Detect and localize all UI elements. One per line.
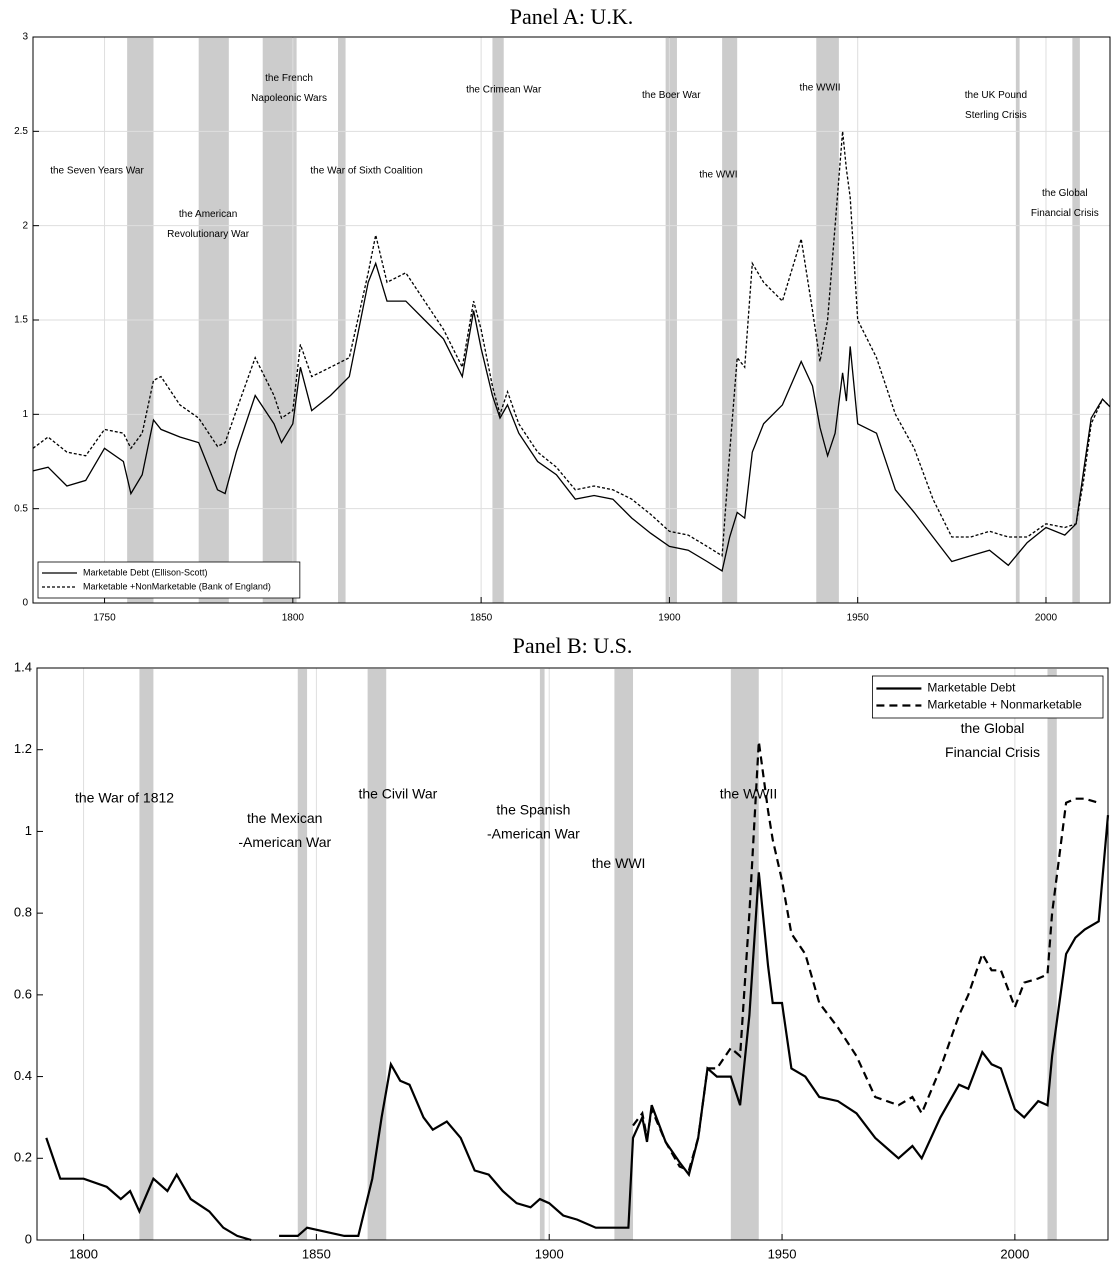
war-period [139, 669, 154, 1240]
x-tick-label: 1850 [470, 613, 493, 624]
plot-frame [32, 36, 1111, 604]
annotation: the American [179, 209, 237, 220]
annotation: -American War [238, 834, 331, 850]
annotation: -American War [487, 826, 580, 842]
y-tick-label: 0 [25, 1231, 32, 1246]
x-tick-label: 2000 [1000, 1246, 1029, 1261]
y-tick-label: 1.2 [14, 741, 32, 756]
x-tick-label: 1950 [768, 1246, 797, 1261]
plot-frame [36, 667, 1109, 1241]
y-tick-label: 3 [22, 32, 28, 43]
annotation: Sterling Crisis [965, 110, 1027, 121]
legend-box [872, 675, 1104, 719]
x-tick-label: 1850 [302, 1246, 331, 1261]
annotation: Revolutionary War [167, 229, 250, 240]
x-tick-label: 1800 [282, 613, 305, 624]
y-tick-label: 1 [22, 409, 28, 420]
x-tick-label: 1950 [847, 613, 870, 624]
legend-box [37, 561, 301, 599]
annotation: the Mexican [247, 810, 322, 826]
annotation: the Civil War [358, 785, 437, 801]
x-tick-label: 1800 [69, 1246, 98, 1261]
x-tick-label: 1900 [658, 613, 681, 624]
y-tick-label: 1.4 [14, 659, 32, 674]
y-tick-label: 2 [22, 220, 28, 231]
war-period [539, 669, 545, 1240]
y-tick-label: 1.5 [14, 315, 28, 326]
legend-label: Marketable Debt [927, 681, 1016, 695]
x-tick-label: 1750 [93, 613, 116, 624]
series-line [632, 741, 1100, 1173]
y-tick-label: 0 [22, 598, 28, 609]
annotation: the Global [961, 720, 1025, 736]
series-line [32, 131, 1111, 557]
annotation: the WWI [699, 169, 737, 180]
annotation: the War of 1812 [75, 789, 174, 805]
x-tick-label: 1900 [535, 1246, 564, 1261]
war-period [614, 669, 634, 1240]
annotation: the Crimean War [466, 84, 542, 95]
y-tick-label: 0.2 [14, 1150, 32, 1165]
annotation: the French [265, 73, 313, 84]
annotation: the Spanish [496, 802, 570, 818]
panel-title: Panel A: U.K. [510, 4, 633, 29]
legend-label: Marketable +NonMarketable (Bank of Engla… [83, 581, 271, 591]
annotation: Financial Crisis [1031, 208, 1099, 219]
series-line [32, 261, 1111, 572]
war-period [1047, 669, 1057, 1240]
annotation: the Seven Years War [50, 166, 144, 177]
y-tick-label: 2.5 [14, 126, 28, 137]
war-period [367, 669, 387, 1240]
annotation: the Global [1042, 188, 1088, 199]
y-tick-label: 0.8 [14, 905, 32, 920]
series-line [45, 815, 1110, 1242]
legend-label: Marketable Debt (Ellison-Scott) [83, 567, 208, 577]
legend-label: Marketable + Nonmarketable [927, 698, 1082, 712]
annotation: Napoleonic Wars [251, 93, 327, 104]
annotation: the WWII [799, 83, 840, 94]
y-tick-label: 1 [25, 823, 32, 838]
annotation: the WWI [592, 855, 646, 871]
y-tick-label: 0.4 [14, 1068, 32, 1083]
war-period [730, 669, 759, 1240]
x-tick-label: 2000 [1035, 613, 1058, 624]
annotation: the WWII [720, 785, 778, 801]
war-period [297, 669, 308, 1240]
annotation: Financial Crisis [945, 744, 1040, 760]
annotation: the Boer War [642, 90, 701, 101]
y-tick-label: 0.5 [14, 503, 28, 514]
annotation: the War of Sixth Coalition [310, 166, 422, 177]
y-tick-label: 0.6 [14, 986, 32, 1001]
annotation: the UK Pound [965, 90, 1027, 101]
panel-title: Panel B: U.S. [513, 633, 633, 658]
